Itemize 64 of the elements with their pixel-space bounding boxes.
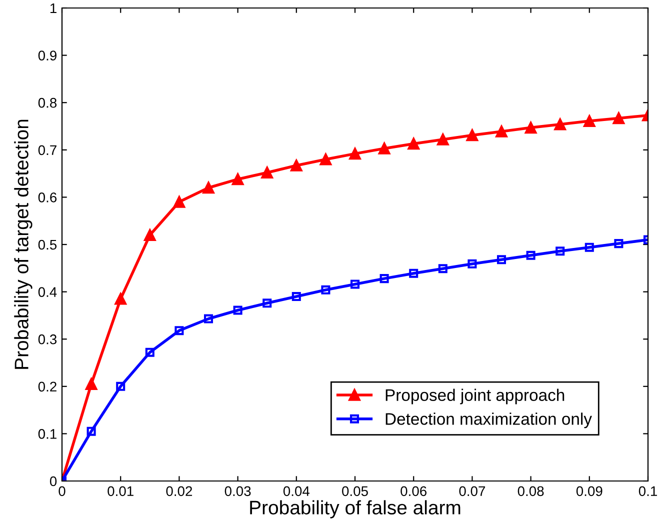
x-tick-label: 0.09 [576, 486, 602, 496]
point [145, 348, 154, 357]
point [526, 250, 536, 260]
point [612, 112, 625, 124]
y-tick-label: 0.7 [38, 145, 56, 156]
point [380, 274, 389, 284]
y-tick-label: 0.1 [38, 429, 56, 439]
legend-label: Detection maximization only [386, 412, 592, 428]
x-tick-label: 0.03 [224, 486, 251, 496]
point [466, 129, 478, 142]
legend-label: Proposed joint approach [386, 388, 564, 404]
point [583, 115, 596, 127]
x-tick-label: 0.01 [108, 486, 134, 496]
point [409, 268, 418, 278]
y-tick-label: 0.2 [38, 382, 56, 392]
point [144, 229, 156, 241]
y-tick-label: 0.9 [38, 50, 56, 60]
point [496, 255, 506, 264]
y-axis-title: Probability of target detection [14, 120, 32, 369]
x-axis-title: Probability of false alarm [250, 500, 460, 518]
x-tick-label: 0.08 [518, 486, 544, 496]
point [554, 118, 566, 130]
point [290, 160, 302, 172]
x-tick-label: 0.04 [283, 486, 310, 496]
y-tick-label: 0.6 [38, 192, 57, 202]
point [524, 122, 537, 134]
x-tick-label: 0.05 [342, 486, 368, 496]
x-tick-label: 0.1 [638, 486, 657, 496]
x-tick-label: 0.06 [400, 486, 427, 496]
point [292, 292, 301, 302]
y-tick-label: 0.5 [38, 240, 57, 250]
y-tick-label: 0.4 [38, 287, 57, 297]
point [174, 326, 184, 336]
y-tick-label: 1 [50, 3, 56, 14]
point [556, 246, 565, 256]
point [468, 259, 477, 268]
point [436, 134, 449, 146]
point [202, 182, 214, 194]
point [85, 378, 98, 390]
x-tick-label: 0 [58, 486, 66, 496]
point [438, 264, 448, 274]
point [349, 148, 361, 160]
point [262, 298, 272, 308]
point [114, 292, 127, 305]
y-tick-label: 0 [50, 476, 57, 486]
point [261, 166, 274, 179]
point [496, 126, 508, 138]
point [320, 153, 332, 166]
point [614, 239, 624, 248]
y-tick-label: 0.3 [38, 334, 57, 344]
point [116, 382, 126, 391]
x-tick-label: 0.07 [459, 486, 486, 496]
point [232, 173, 244, 186]
x-tick-label: 0.02 [166, 486, 192, 496]
point [378, 142, 390, 154]
point [86, 426, 96, 436]
point [204, 314, 214, 324]
point [408, 138, 420, 150]
point [350, 280, 360, 289]
point [584, 242, 594, 252]
point [321, 285, 330, 294]
point [173, 196, 186, 208]
point [233, 306, 242, 315]
y-tick-label: 0.8 [38, 98, 57, 108]
